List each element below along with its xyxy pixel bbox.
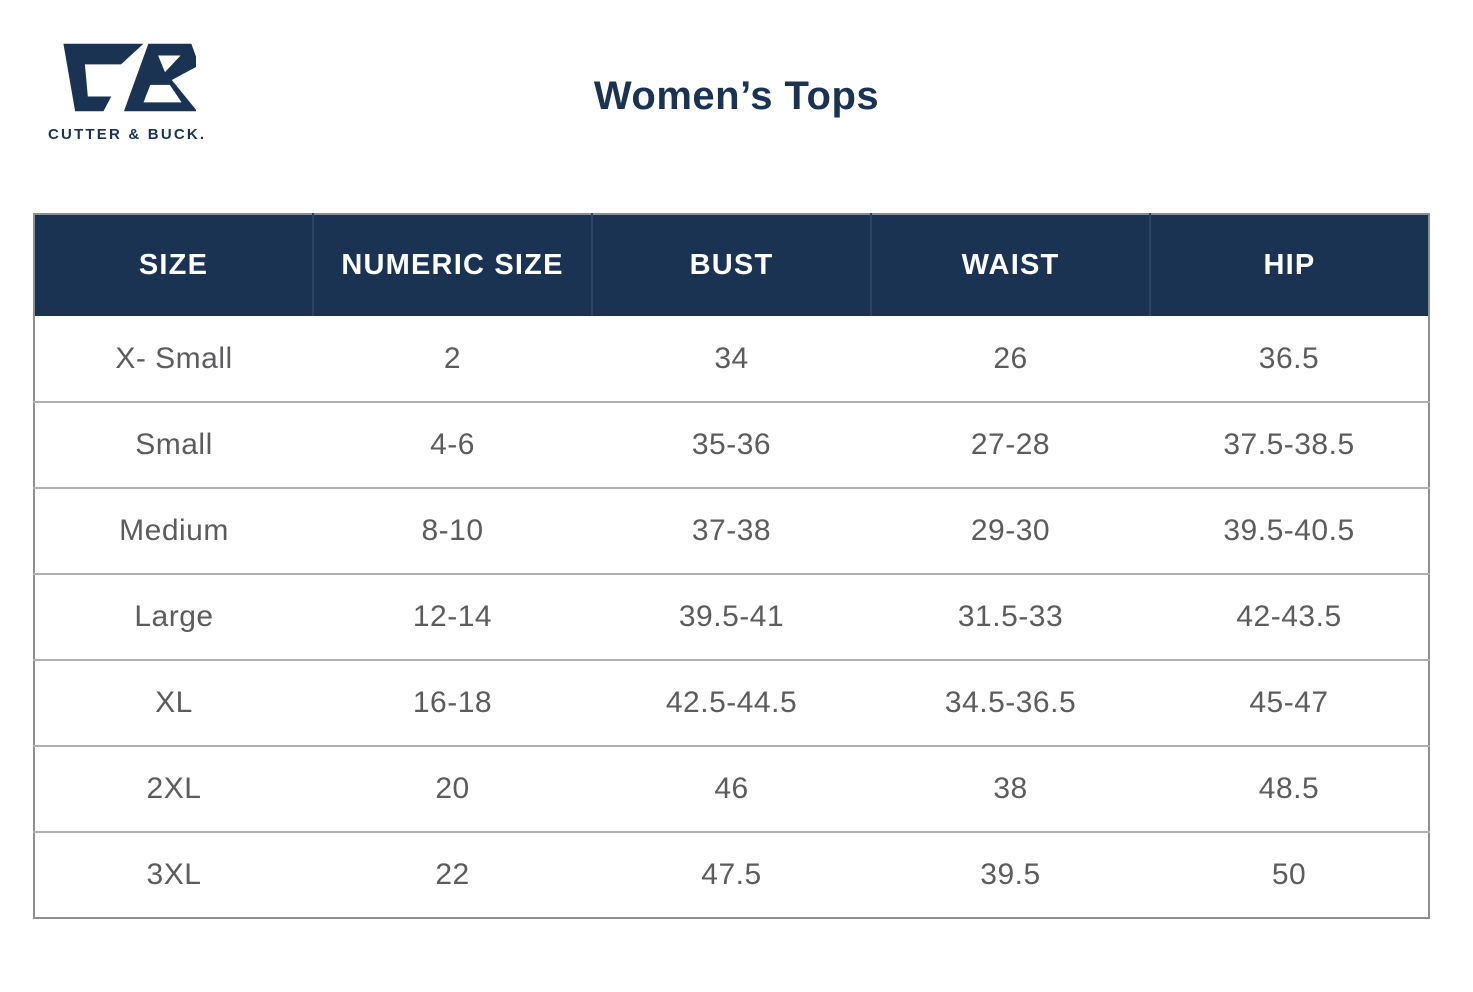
cell-hip: 48.5 [1150,745,1429,832]
cell-bust: 39.5-41 [592,573,871,660]
cell-waist: 39.5 [871,831,1150,918]
cell-bust: 37-38 [592,487,871,574]
cell-waist: 26 [871,316,1150,402]
table-header: SIZE NUMERIC SIZE BUST WAIST HIP [34,214,1429,316]
table-row-x-small: X- Small 2 34 26 36.5 [34,316,1429,402]
cell-bust: 42.5-44.5 [592,659,871,746]
brand-wordmark: CUTTER & BUCK. [48,126,207,143]
cell-size: Medium [34,487,313,574]
cell-size: 2XL [34,745,313,832]
column-header-size: SIZE [34,214,313,316]
cell-hip: 39.5-40.5 [1150,487,1429,574]
cell-numeric-size: 12-14 [313,573,592,660]
cell-numeric-size: 8-10 [313,487,592,574]
cell-waist: 29-30 [871,487,1150,574]
cutter-and-buck-logo: CUTTER & BUCK. [48,36,206,143]
cell-size: Large [34,573,313,660]
table-body: X- Small 2 34 26 36.5 Small 4-6 35-36 27… [34,316,1429,918]
cell-bust: 34 [592,316,871,402]
cell-bust: 46 [592,745,871,832]
cell-size: X- Small [34,316,313,402]
cell-hip: 50 [1150,831,1429,918]
cell-waist: 31.5-33 [871,573,1150,660]
cell-numeric-size: 20 [313,745,592,832]
cell-waist: 34.5-36.5 [871,659,1150,746]
cell-size: 3XL [34,831,313,918]
cell-hip: 37.5-38.5 [1150,401,1429,488]
cell-numeric-size: 16-18 [313,659,592,746]
table-row-medium: Medium 8-10 37-38 29-30 39.5-40.5 [34,487,1429,574]
cell-size: Small [34,401,313,488]
cb-monogram-icon [63,43,196,112]
header-row: SIZE NUMERIC SIZE BUST WAIST HIP [34,214,1429,316]
cell-waist: 27-28 [871,401,1150,488]
column-header-numeric-size: NUMERIC SIZE [312,214,592,316]
page-title: Women’s Tops [593,74,880,118]
table-row-3xl: 3XL 22 47.5 39.5 50 [34,831,1429,918]
cell-bust: 35-36 [592,401,871,488]
cell-hip: 45-47 [1150,659,1429,746]
cell-hip: 42-43.5 [1150,573,1429,660]
cell-numeric-size: 4-6 [313,401,592,488]
column-header-bust: BUST [591,214,871,316]
table-row-large: Large 12-14 39.5-41 31.5-33 42-43.5 [34,573,1429,660]
table-row-small: Small 4-6 35-36 27-28 37.5-38.5 [34,401,1429,488]
column-header-waist: WAIST [870,214,1150,316]
cell-hip: 36.5 [1150,316,1429,402]
cell-waist: 38 [871,745,1150,832]
cell-numeric-size: 2 [313,316,592,402]
table-row-2xl: 2XL 20 46 38 48.5 [34,745,1429,832]
table-row-xl: XL 16-18 42.5-44.5 34.5-36.5 45-47 [34,659,1429,746]
cell-size: XL [34,659,313,746]
cell-bust: 47.5 [592,831,871,918]
size-chart-table: SIZE NUMERIC SIZE BUST WAIST HIP X- Smal… [33,213,1430,919]
column-header-hip: HIP [1149,214,1429,316]
cell-numeric-size: 22 [313,831,592,918]
